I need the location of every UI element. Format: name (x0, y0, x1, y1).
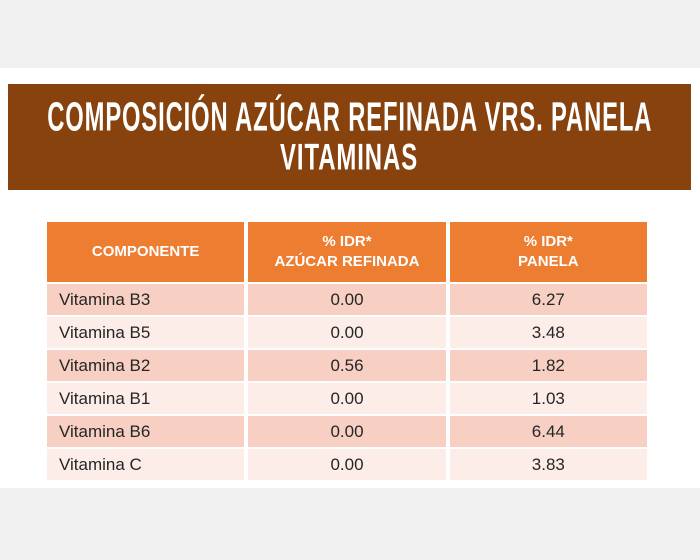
header-cell-panela: % IDR* PANELA (449, 222, 647, 282)
cell-componente: Vitamina C (47, 449, 245, 480)
title-banner: COMPOSICIÓN AZÚCAR REFINADA VRS. PANELA … (8, 84, 691, 190)
cell-azucar-value: 0.00 (248, 284, 446, 315)
vitamins-table: COMPONENTE % IDR* AZÚCAR REFINADA % IDR*… (47, 222, 647, 480)
header-label-line1: % IDR* (322, 232, 372, 250)
cell-componente: Vitamina B6 (47, 416, 245, 447)
cell-panela-value: 1.03 (449, 383, 647, 414)
cell-panela-value: 6.44 (449, 416, 647, 447)
cell-panela-value: 1.82 (449, 350, 647, 381)
cell-azucar-value: 0.56 (248, 350, 446, 381)
header-label-line2: AZÚCAR REFINADA (274, 253, 420, 270)
cell-panela-value: 6.27 (449, 284, 647, 315)
banner-title: COMPOSICIÓN AZÚCAR REFINADA VRS. PANELA (47, 93, 653, 139)
cell-azucar-value: 0.00 (248, 416, 446, 447)
top-gray-bar (0, 0, 700, 68)
header-cell-azucar-refinada: % IDR* AZÚCAR REFINADA (248, 222, 446, 282)
cell-componente: Vitamina B1 (47, 383, 245, 414)
header-cell-componente: COMPONENTE (47, 222, 245, 282)
bottom-gray-bar (0, 488, 700, 560)
header-label-line1: % IDR* (523, 232, 573, 250)
header-label: COMPONENTE (91, 242, 200, 260)
cell-azucar-value: 0.00 (248, 383, 446, 414)
cell-panela-value: 3.48 (449, 317, 647, 348)
banner-subtitle: VITAMINAS (280, 134, 419, 178)
cell-componente: Vitamina B2 (47, 350, 245, 381)
cell-componente: Vitamina B3 (47, 284, 245, 315)
cell-panela-value: 3.83 (449, 449, 647, 480)
cell-azucar-value: 0.00 (248, 317, 446, 348)
header-label-line2: PANELA (518, 253, 579, 270)
cell-componente: Vitamina B5 (47, 317, 245, 348)
cell-azucar-value: 0.00 (248, 449, 446, 480)
